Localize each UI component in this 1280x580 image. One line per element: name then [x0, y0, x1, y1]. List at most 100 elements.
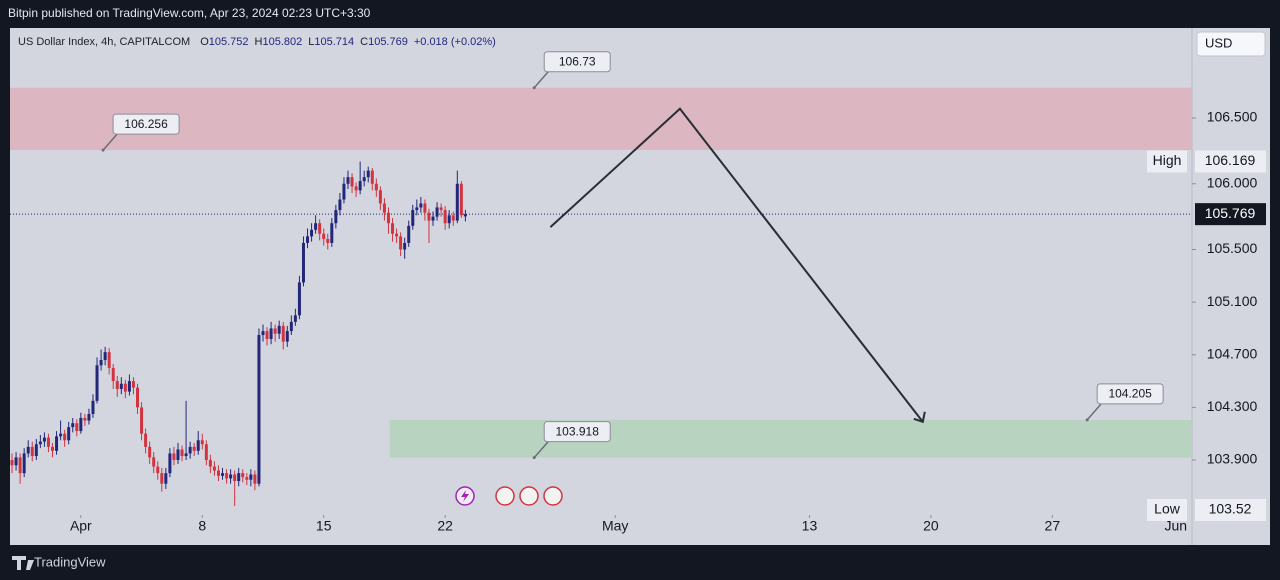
- candle-body: [431, 216, 435, 221]
- icon[interactable]: [519, 486, 539, 506]
- candle-body: [423, 203, 427, 213]
- callout-pointer: [102, 133, 118, 151]
- candle-body: [245, 477, 249, 480]
- currency-box[interactable]: [1196, 31, 1266, 57]
- currency[interactable]: USD: [1205, 35, 1232, 50]
- x-tick-label: 22: [437, 518, 453, 534]
- candle-body: [435, 207, 439, 217]
- ohlc-label: C: [360, 36, 368, 48]
- candle-body: [346, 177, 350, 184]
- y-tick-label: 106.000: [1207, 174, 1258, 190]
- candle-body: [42, 437, 46, 442]
- callout-box: [543, 51, 611, 73]
- candle-body: [386, 212, 390, 224]
- candle-body: [75, 423, 79, 432]
- candle-body: [212, 466, 216, 471]
- candle-body: [455, 183, 459, 221]
- ohlc-value: 105.802: [262, 36, 302, 48]
- high-tag: [1147, 150, 1187, 173]
- logo: [12, 556, 34, 570]
- low-tag: [1147, 499, 1187, 522]
- candle-body: [342, 183, 346, 200]
- x-tick-label: 27: [1045, 518, 1061, 534]
- candle-body: [334, 210, 338, 224]
- candle-body: [350, 177, 354, 187]
- candle-body: [382, 203, 386, 213]
- candle-body: [253, 474, 257, 484]
- x-tick-label: May: [602, 518, 628, 534]
- candle-body: [216, 470, 220, 476]
- candle-body: [22, 453, 26, 474]
- candle-body: [79, 417, 83, 432]
- candle-body: [51, 446, 55, 451]
- callout-pointer: [1086, 403, 1102, 421]
- candle-body: [14, 457, 18, 466]
- callout-label: 106.73: [559, 54, 596, 68]
- candle-body: [184, 453, 188, 457]
- ohlc-value: 105.769: [368, 36, 408, 48]
- candle-body: [172, 453, 176, 461]
- x-tick-label: 13: [802, 518, 818, 534]
- footer-brand[interactable]: TradingView: [34, 554, 106, 569]
- candle-body: [136, 387, 140, 408]
- candle-body: [59, 433, 63, 437]
- candle-body: [277, 325, 281, 334]
- x-tick-label: 20: [923, 518, 939, 534]
- candle-body: [419, 203, 423, 208]
- callout-anchor: [532, 456, 536, 460]
- candle-body: [241, 473, 245, 478]
- candle-body: [310, 229, 314, 237]
- last-price-box: [1195, 203, 1266, 226]
- candle-body: [459, 183, 463, 216]
- candle-body: [83, 417, 87, 421]
- candle-body: [261, 331, 265, 336]
- icon[interactable]: [543, 486, 563, 506]
- candle-body: [140, 407, 144, 434]
- candle-body: [107, 352, 111, 368]
- icon[interactable]: [495, 486, 515, 506]
- callout-label: 103.918: [556, 424, 600, 438]
- candle-body: [463, 214, 467, 217]
- candle-body: [427, 212, 431, 221]
- candle-body: [119, 383, 123, 389]
- ohlc-value: 105.714: [314, 36, 354, 48]
- candle-body: [63, 433, 67, 441]
- candle-body: [439, 207, 443, 211]
- y-tick-label: 104.700: [1207, 345, 1258, 361]
- candle-body: [403, 242, 407, 250]
- candle-body: [318, 223, 322, 234]
- last-price-value: 105.769: [1205, 205, 1256, 221]
- candle-body: [87, 413, 91, 421]
- candle-body: [297, 282, 301, 316]
- event-icons: [455, 486, 563, 506]
- x-tick-label: 15: [316, 518, 332, 534]
- candle-body: [269, 328, 273, 339]
- candle-body: [148, 446, 152, 458]
- candle-body: [293, 315, 297, 322]
- candle-body: [301, 242, 305, 283]
- candle-body: [38, 441, 42, 445]
- candle-body: [366, 170, 370, 178]
- candle-body: [257, 335, 261, 484]
- callout-box: [543, 421, 611, 443]
- arrow-head: [913, 411, 926, 424]
- candle-body: [18, 457, 22, 474]
- candle-body: [330, 223, 334, 243]
- plot: 106.73 106.256 103.918 104.205: [10, 51, 1192, 507]
- candle-body: [447, 215, 451, 224]
- high-price-value: 106.169: [1205, 152, 1256, 168]
- high-label: High: [1153, 152, 1182, 168]
- zone: [10, 87, 1192, 151]
- callout-box: [1096, 383, 1164, 405]
- symbol-legend: US Dollar Index, 4h, CAPITALCOM O105.752 H…: [18, 36, 496, 48]
- candle-body: [34, 444, 38, 457]
- candle-body: [123, 383, 127, 392]
- y-tick-label: 105.100: [1207, 293, 1258, 309]
- candle-body: [168, 453, 172, 474]
- callout-anchor: [101, 148, 105, 152]
- y-tick-label: 104.300: [1207, 398, 1258, 414]
- candle-body: [204, 444, 208, 461]
- candle-body: [180, 449, 184, 457]
- candle-body: [289, 321, 293, 332]
